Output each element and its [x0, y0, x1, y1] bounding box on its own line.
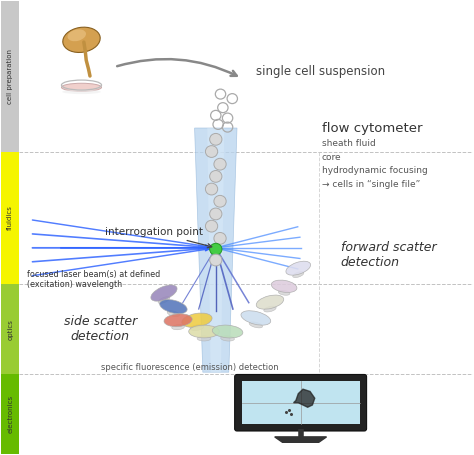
Ellipse shape	[221, 336, 235, 341]
Ellipse shape	[249, 322, 263, 328]
Text: focused laser beam(s) at defined
(excitation) wavelength: focused laser beam(s) at defined (excita…	[27, 270, 161, 289]
Polygon shape	[195, 128, 237, 372]
Circle shape	[214, 158, 226, 170]
Circle shape	[214, 233, 226, 244]
Bar	[1, 284, 19, 374]
Polygon shape	[293, 389, 315, 407]
Text: optics: optics	[7, 319, 13, 340]
Text: interrogation point: interrogation point	[105, 227, 212, 248]
Bar	[1, 1, 19, 152]
Ellipse shape	[62, 90, 101, 94]
Ellipse shape	[286, 261, 310, 275]
Text: sheath fluid: sheath fluid	[322, 139, 375, 148]
Ellipse shape	[271, 280, 297, 293]
Text: hydrodynamic focusing: hydrodynamic focusing	[322, 167, 428, 176]
Ellipse shape	[182, 313, 212, 327]
Ellipse shape	[68, 30, 86, 41]
Ellipse shape	[172, 324, 184, 330]
Ellipse shape	[164, 314, 192, 327]
Ellipse shape	[278, 290, 290, 295]
Circle shape	[210, 133, 222, 145]
Ellipse shape	[190, 325, 204, 331]
Circle shape	[205, 183, 218, 195]
Ellipse shape	[160, 299, 187, 313]
Text: → cells in “single file”: → cells in “single file”	[322, 180, 420, 189]
Ellipse shape	[241, 311, 271, 325]
Text: flow cytometer: flow cytometer	[322, 121, 422, 135]
Ellipse shape	[293, 272, 304, 278]
Text: single cell suspension: single cell suspension	[256, 65, 385, 78]
Bar	[242, 381, 359, 424]
Ellipse shape	[167, 311, 180, 317]
Ellipse shape	[197, 336, 211, 341]
Text: core: core	[322, 153, 341, 162]
Text: electronics: electronics	[7, 395, 13, 433]
Circle shape	[205, 146, 218, 157]
Polygon shape	[275, 437, 327, 442]
Text: fluidics: fluidics	[7, 205, 13, 230]
Ellipse shape	[264, 306, 276, 312]
Text: forward scatter
detection: forward scatter detection	[341, 241, 436, 268]
Circle shape	[210, 243, 222, 255]
Ellipse shape	[212, 325, 243, 338]
Circle shape	[210, 254, 222, 266]
Bar	[1, 374, 19, 454]
Polygon shape	[207, 128, 224, 372]
Circle shape	[205, 220, 218, 232]
Ellipse shape	[151, 285, 177, 301]
Text: cell preparation: cell preparation	[7, 49, 13, 104]
Ellipse shape	[256, 295, 284, 309]
Ellipse shape	[189, 325, 219, 338]
Text: specific fluorescence (emission) detection: specific fluorescence (emission) detecti…	[101, 363, 279, 372]
Ellipse shape	[63, 27, 100, 52]
Circle shape	[214, 195, 226, 207]
FancyBboxPatch shape	[235, 374, 366, 431]
Bar	[1, 152, 19, 284]
Ellipse shape	[62, 83, 101, 91]
Circle shape	[210, 171, 222, 182]
Circle shape	[210, 208, 222, 220]
Text: side scatter
detection: side scatter detection	[64, 315, 137, 343]
Ellipse shape	[158, 297, 170, 303]
